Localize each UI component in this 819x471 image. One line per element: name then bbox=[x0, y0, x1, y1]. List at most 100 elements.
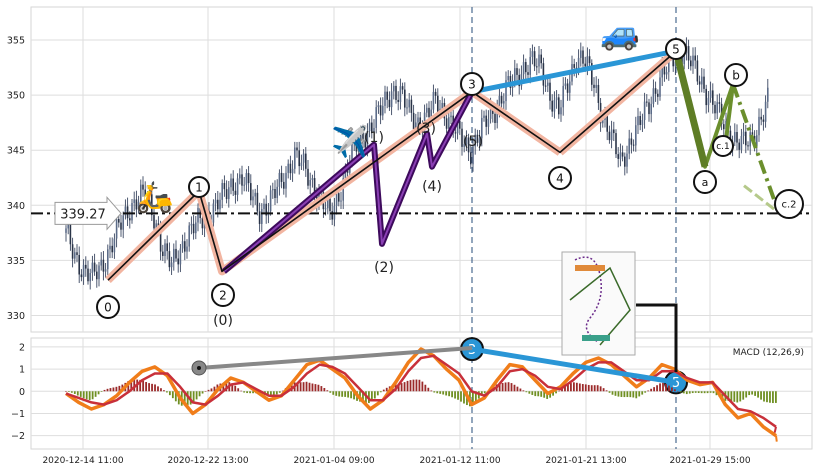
candle-body bbox=[192, 223, 195, 234]
candle-body bbox=[551, 100, 553, 112]
macd-histogram-bar bbox=[629, 391, 632, 398]
candle-body bbox=[390, 91, 393, 108]
candle-body bbox=[665, 72, 668, 75]
candle-body bbox=[151, 194, 153, 216]
wave-label-circle bbox=[712, 135, 734, 157]
candle-body bbox=[723, 124, 725, 130]
candle-body bbox=[318, 190, 320, 204]
macd-histogram-bar bbox=[656, 385, 658, 392]
candle-body bbox=[137, 201, 140, 210]
macd-histogram-bar bbox=[183, 391, 186, 406]
candle-body bbox=[516, 68, 518, 75]
candle-body bbox=[184, 241, 186, 252]
candle-body bbox=[441, 102, 443, 109]
candle-body bbox=[382, 105, 384, 116]
candle-body bbox=[140, 184, 142, 202]
macd-histogram-bar bbox=[103, 389, 106, 392]
macd-histogram-bar bbox=[703, 391, 706, 394]
macd-histogram-bar bbox=[243, 391, 246, 393]
candle-body bbox=[595, 84, 597, 88]
candle-body bbox=[214, 199, 217, 204]
candle-body bbox=[173, 248, 175, 263]
macd-histogram-bar bbox=[142, 380, 145, 392]
macd-histogram-bar bbox=[564, 386, 566, 392]
candle-body bbox=[566, 83, 569, 93]
candle-body bbox=[632, 144, 635, 146]
candle-body bbox=[102, 259, 105, 272]
candle-body bbox=[608, 131, 611, 141]
candle-body bbox=[197, 207, 199, 223]
candle-body bbox=[555, 97, 558, 101]
candle-body bbox=[366, 131, 369, 148]
wave-label-circle bbox=[460, 72, 484, 96]
candle-body bbox=[309, 180, 311, 186]
candle-body bbox=[324, 208, 327, 210]
macd-tick-label: −2 bbox=[11, 431, 25, 442]
candle-body bbox=[712, 90, 714, 105]
candle-body bbox=[313, 178, 316, 197]
macd-histogram-bar bbox=[483, 391, 486, 394]
candle-body bbox=[481, 117, 483, 139]
candle-body bbox=[588, 56, 591, 64]
macd-histogram-bar bbox=[733, 391, 736, 402]
macd-histogram-bar bbox=[739, 391, 742, 402]
candle-body bbox=[111, 245, 113, 253]
macd-histogram-bar bbox=[543, 391, 546, 398]
macd-histogram-bar bbox=[537, 391, 540, 397]
candle-body bbox=[331, 211, 333, 220]
x-tick-label: 2021-01-12 11:00 bbox=[419, 456, 500, 466]
macd-histogram-bar bbox=[424, 384, 427, 392]
signal-projection bbox=[773, 426, 777, 436]
macd-histogram-bar bbox=[163, 390, 165, 392]
macd-histogram-bar bbox=[94, 391, 97, 397]
candle-body bbox=[258, 211, 261, 224]
candle-body bbox=[624, 156, 626, 167]
primary-wave-line bbox=[107, 50, 677, 281]
correction-projection-faded bbox=[743, 184, 776, 211]
candle-body bbox=[564, 83, 567, 86]
candle-body bbox=[76, 252, 78, 255]
candle-body bbox=[465, 137, 468, 145]
macd-histogram-bar bbox=[252, 391, 254, 394]
candle-body bbox=[74, 252, 76, 259]
macd-histogram-bar bbox=[498, 383, 501, 392]
macd-histogram-bar bbox=[341, 391, 344, 397]
macd-histogram-bar bbox=[593, 385, 596, 392]
macd-tick-label: 0 bbox=[19, 387, 25, 398]
macd-histogram-bar bbox=[659, 383, 661, 392]
candle-body bbox=[764, 101, 767, 122]
candle-body bbox=[276, 186, 278, 199]
candle-body bbox=[379, 105, 382, 116]
candle-body bbox=[307, 168, 309, 186]
candle-body bbox=[628, 138, 630, 154]
macd-legend: MACD (12,26,9) bbox=[733, 348, 804, 358]
candle-body bbox=[357, 142, 360, 152]
candle-body bbox=[709, 90, 712, 98]
macd-histogram-bar bbox=[706, 391, 709, 394]
candle-body bbox=[663, 65, 666, 75]
candle-body bbox=[254, 192, 256, 197]
macd-histogram-bar bbox=[638, 391, 641, 397]
macd-histogram-bar bbox=[246, 391, 249, 394]
candle-body bbox=[701, 76, 703, 85]
macd-histogram-bar bbox=[269, 391, 272, 397]
wave-label-circle bbox=[665, 38, 687, 60]
macd-histogram-bar bbox=[204, 391, 207, 392]
candle-body bbox=[602, 119, 604, 124]
macd-histogram-bar bbox=[596, 385, 599, 392]
candle-body bbox=[738, 142, 740, 150]
macd-histogram-bar bbox=[174, 391, 177, 402]
candle-body bbox=[558, 97, 560, 115]
macd-histogram-bar bbox=[575, 382, 578, 392]
macd-histogram-bar bbox=[201, 391, 204, 394]
macd-histogram-bar bbox=[682, 391, 685, 394]
macd-histogram-bar bbox=[665, 383, 667, 392]
macd-histogram-bar bbox=[602, 388, 605, 392]
macd-histogram-bar bbox=[73, 391, 76, 394]
macd-histogram-bar bbox=[742, 391, 745, 400]
candle-body bbox=[485, 115, 487, 127]
candle-body bbox=[338, 193, 340, 202]
candle-body bbox=[362, 130, 364, 142]
macd-histogram-bar bbox=[516, 386, 519, 392]
candle-body bbox=[569, 81, 571, 93]
